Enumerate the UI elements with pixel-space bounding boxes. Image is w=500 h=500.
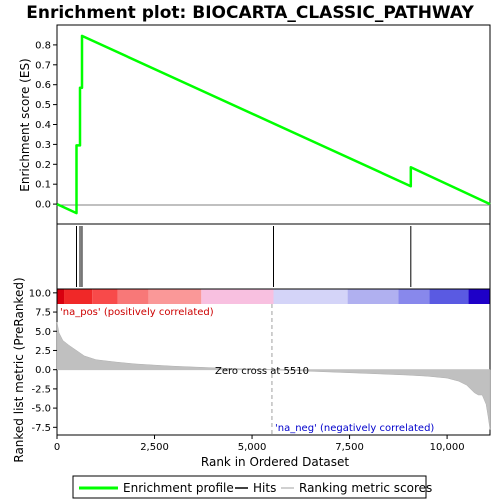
metric-panel: -7.5 -5.0 -2.5 0.0 2.5 5.0 7.5 10.0 0 2,500 5,000… bbox=[12, 277, 491, 469]
es-y-ticks: 0.0 0.1 0.2 0.3 0.4 0.5 0.6 0.7 0.8 bbox=[35, 40, 57, 211]
es-y-tick-label: 0.5 bbox=[35, 100, 51, 111]
legend-metric-label: Ranking metric scores bbox=[299, 481, 432, 495]
metric-y-tick-label: -7.5 bbox=[31, 423, 51, 434]
es-y-tick-label: 0.4 bbox=[35, 120, 51, 131]
heat-segment bbox=[273, 289, 348, 304]
metric-y-tick-label: 7.5 bbox=[35, 308, 51, 319]
metric-y-tick-label: 2.5 bbox=[35, 346, 51, 357]
metric-y-tick-label: -2.5 bbox=[31, 384, 51, 395]
es-panel: 0.0 0.1 0.2 0.3 0.4 0.5 0.6 0.7 0.8 Enrichment s… bbox=[18, 24, 491, 225]
heat-segment bbox=[64, 289, 93, 304]
es-y-tick-label: 0.7 bbox=[35, 60, 51, 71]
heat-segment bbox=[468, 289, 490, 304]
es-line-layer bbox=[56, 34, 491, 215]
pos-correlated-label: 'na_pos' (positively correlated) bbox=[60, 307, 214, 318]
hits-layer bbox=[76, 226, 412, 287]
es-y-axis-label: Enrichment score (ES) bbox=[18, 58, 32, 191]
neg-correlated-label: 'na_neg' (negatively correlated) bbox=[275, 423, 434, 434]
hits-panel bbox=[56, 223, 491, 290]
x-axis-label: Rank in Ordered Dataset bbox=[201, 455, 349, 469]
metric-x-ticks: 0 2,500 5,000 7,500 10,000 bbox=[54, 435, 465, 453]
es-y-tick-label: 0.2 bbox=[35, 160, 51, 171]
enrichment-profile-line bbox=[56, 34, 491, 215]
x-tick-label: 0 bbox=[54, 442, 60, 453]
heat-segment bbox=[429, 289, 469, 304]
chart-title: Enrichment plot: BIOCARTA_CLASSIC_PATHWA… bbox=[26, 3, 474, 23]
heat-segment bbox=[398, 289, 430, 304]
heat-segment bbox=[92, 289, 118, 304]
es-y-tick-label: 0.3 bbox=[35, 140, 51, 151]
x-tick-label: 5,000 bbox=[238, 442, 267, 453]
heat-segment bbox=[201, 289, 274, 304]
x-tick-label: 7,500 bbox=[335, 442, 364, 453]
legend-box bbox=[72, 475, 427, 499]
heat-segment bbox=[148, 289, 202, 304]
es-y-tick-label: 0.8 bbox=[35, 40, 51, 51]
metric-y-tick-label: -5.0 bbox=[31, 404, 51, 415]
metric-y-axis-label: Ranked list metric (PreRanked) bbox=[12, 277, 26, 462]
metric-y-tick-label: 5.0 bbox=[35, 327, 51, 338]
legend-profile-label: Enrichment profile bbox=[123, 481, 234, 495]
legend: Enrichment profile Hits Ranking metric s… bbox=[72, 475, 432, 499]
x-tick-label: 2,500 bbox=[140, 442, 169, 453]
heat-segment bbox=[57, 289, 65, 304]
zero-cross-label: Zero cross at 5510 bbox=[215, 366, 309, 377]
es-y-tick-label: 0.1 bbox=[35, 180, 51, 191]
metric-y-ticks: -7.5 -5.0 -2.5 0.0 2.5 5.0 7.5 10.0 bbox=[29, 288, 57, 434]
metric-y-tick-label: 0.0 bbox=[35, 365, 51, 376]
rank-heat-strip bbox=[57, 289, 490, 304]
metric-y-tick-label: 10.0 bbox=[29, 288, 51, 299]
legend-hits-label: Hits bbox=[253, 481, 276, 495]
heat-segment bbox=[117, 289, 149, 304]
es-y-tick-label: 0.0 bbox=[35, 200, 51, 211]
es-y-tick-label: 0.6 bbox=[35, 80, 51, 91]
heat-segment bbox=[347, 289, 399, 304]
x-tick-label: 10,000 bbox=[430, 442, 465, 453]
